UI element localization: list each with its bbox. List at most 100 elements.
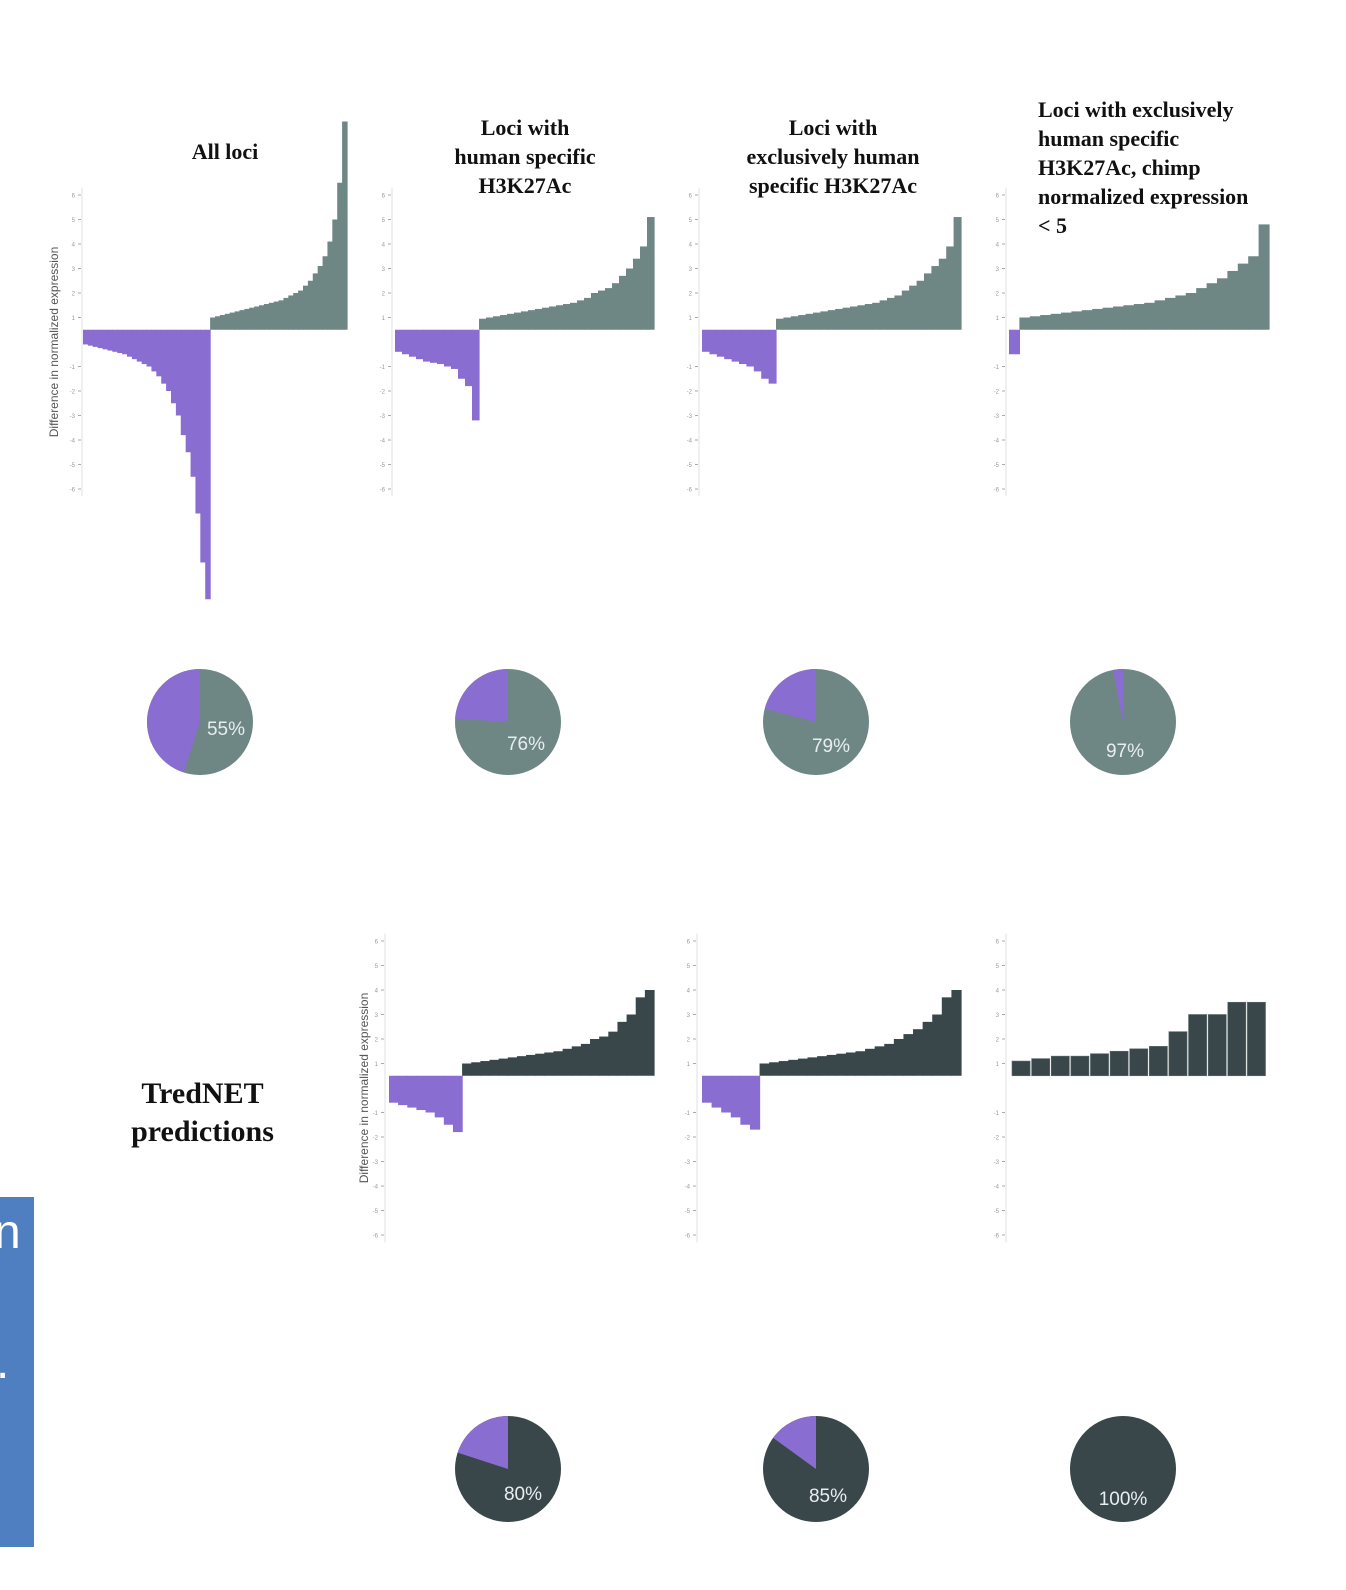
positive-bar <box>549 306 557 330</box>
y-tick-label: 1 <box>687 1062 691 1068</box>
positive-bar <box>542 307 550 330</box>
positive-bar <box>599 1036 609 1076</box>
negative-bar <box>175 329 182 416</box>
y-tick-label: 5 <box>382 218 386 224</box>
y-tick-label: 6 <box>382 194 386 200</box>
positive-bar <box>612 283 620 330</box>
y-tick-label: -5 <box>994 1209 1000 1215</box>
negative-bar <box>166 329 172 391</box>
negative-bar <box>711 1075 722 1108</box>
bar <box>1109 1050 1129 1077</box>
negative-bar <box>702 1075 713 1103</box>
positive-bar <box>571 1046 582 1076</box>
positive-bar <box>322 256 329 330</box>
negative-bar <box>740 1075 751 1125</box>
negative-bar <box>709 329 718 355</box>
negative-bar <box>472 329 480 421</box>
positive-bar <box>544 1052 555 1076</box>
positive-bar <box>850 306 858 330</box>
side-panel-glyph: n <box>0 1206 21 1259</box>
negative-bar <box>117 329 123 354</box>
positive-bar <box>293 293 299 330</box>
positive-bar <box>924 273 932 330</box>
negative-bar <box>151 329 157 372</box>
positive-bar <box>489 1059 500 1076</box>
positive-bar <box>626 268 634 330</box>
y-tick-label: -1 <box>685 1111 691 1117</box>
negative-bar <box>425 1075 436 1113</box>
negative-bar <box>87 329 94 346</box>
column-title-exclusively-human: Loci with exclusively human specific H3K… <box>718 113 948 200</box>
y-tick-label: -1 <box>687 365 693 371</box>
negative-bar <box>146 329 153 367</box>
positive-bar <box>626 1014 637 1076</box>
positive-bar <box>327 241 333 330</box>
y-tick-label: 5 <box>689 218 693 224</box>
y-tick-label: -5 <box>687 463 693 469</box>
negative-bar <box>761 329 770 379</box>
title-line: exclusively human <box>746 144 920 169</box>
negative-bar <box>83 329 89 345</box>
y-tick-label: -4 <box>994 1185 1000 1191</box>
y-tick-label: -2 <box>685 1136 691 1142</box>
positive-bar <box>813 312 821 330</box>
positive-bar <box>941 997 952 1076</box>
positive-bar <box>953 217 962 330</box>
y-tick-label: 2 <box>72 292 76 298</box>
pie-slice-negative <box>1113 669 1123 722</box>
y-tick-label: 1 <box>375 1062 379 1068</box>
y-tick-label: 3 <box>996 1013 1000 1019</box>
positive-bar <box>951 990 962 1076</box>
positive-bar <box>605 288 613 330</box>
y-tick-label: 4 <box>996 989 1000 995</box>
positive-bar <box>1019 317 1031 330</box>
positive-bar <box>1133 304 1145 330</box>
positive-bar <box>471 1062 481 1076</box>
negative-bar <box>205 329 211 600</box>
positive-bar <box>342 121 348 330</box>
positive-bar <box>783 317 792 330</box>
title-line: human specific <box>454 144 596 169</box>
bar <box>1090 1053 1109 1077</box>
title-line: All loci <box>191 139 259 164</box>
negative-bar <box>423 329 431 362</box>
positive-bar <box>268 302 275 330</box>
y-tick-label: -1 <box>70 365 76 371</box>
negative-bar <box>768 329 777 384</box>
y-tick-label: -6 <box>687 488 693 494</box>
positive-bar <box>1081 310 1093 330</box>
y-tick-label: 5 <box>375 964 379 970</box>
positive-bar <box>893 1039 905 1076</box>
positive-bar <box>776 318 784 330</box>
side-panel-glyph: . <box>0 1335 9 1390</box>
negative-bar <box>180 329 187 436</box>
positive-bar <box>798 315 807 330</box>
y-tick-label: -5 <box>994 463 1000 469</box>
title-line: Loci with <box>480 115 570 140</box>
y-tick-label: 3 <box>382 267 386 273</box>
y-tick-label: 6 <box>375 940 379 946</box>
negative-bar <box>97 329 104 349</box>
y-tick-label: 3 <box>689 267 693 273</box>
positive-bar <box>1165 297 1176 330</box>
y-tick-label: 5 <box>687 964 691 970</box>
pie-percent-label: 97% <box>1106 741 1144 762</box>
positive-bar <box>1227 270 1239 330</box>
y-tick-label: 6 <box>689 194 693 200</box>
chart-pie-bottom-3: 100% <box>1070 1416 1176 1522</box>
positive-bar <box>580 1043 591 1076</box>
negative-bar <box>1009 329 1020 355</box>
positive-bar <box>1040 315 1052 330</box>
y-tick-label: 4 <box>72 243 76 249</box>
positive-bar <box>807 1057 818 1076</box>
positive-bar <box>1217 278 1228 330</box>
positive-bar <box>644 990 655 1076</box>
y-tick-label: 4 <box>689 243 693 249</box>
negative-bar <box>127 329 133 357</box>
negative-bar <box>200 329 206 563</box>
positive-bar <box>259 305 265 330</box>
y-tick-label: 6 <box>72 194 76 200</box>
positive-bar <box>932 1014 943 1076</box>
positive-bar <box>617 1021 628 1076</box>
positive-bar <box>1185 293 1197 330</box>
